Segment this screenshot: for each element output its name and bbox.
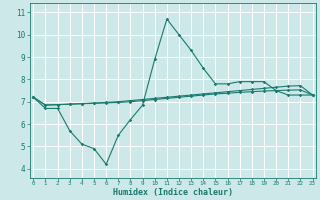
- X-axis label: Humidex (Indice chaleur): Humidex (Indice chaleur): [113, 188, 233, 197]
